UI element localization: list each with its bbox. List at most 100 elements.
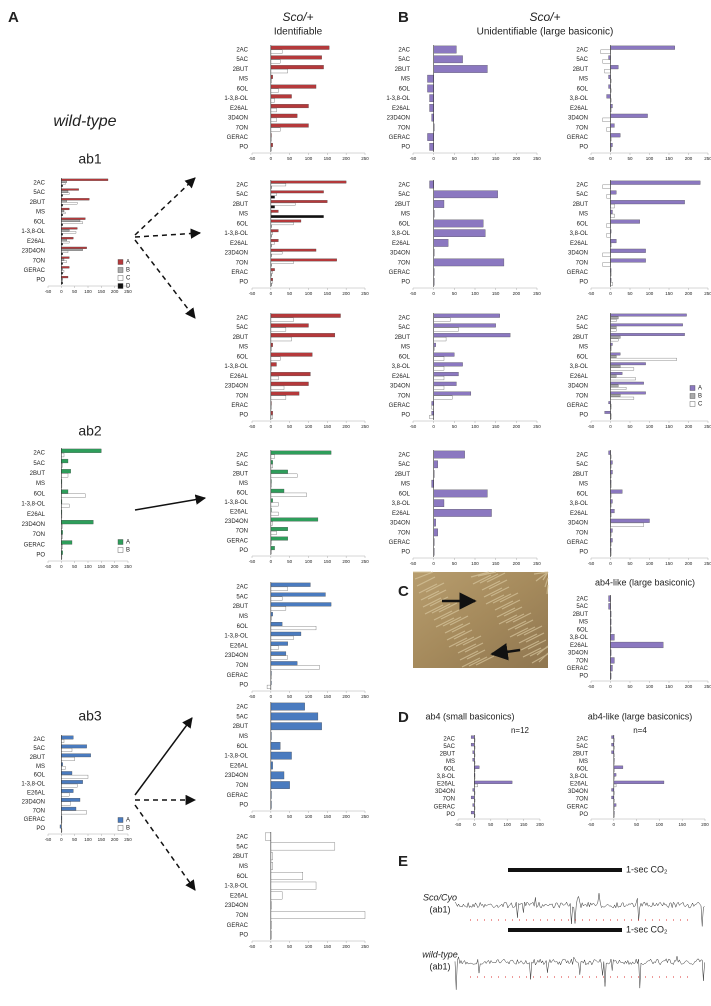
x-tick-label: 150 (324, 694, 332, 699)
bar (602, 117, 611, 122)
category-label: E26AL (570, 782, 589, 788)
category-label: 3D4ON (390, 384, 410, 390)
category-label: MS (401, 212, 410, 218)
legend-label: A (126, 540, 130, 546)
category-label: 6OL (237, 624, 249, 630)
bar (270, 469, 288, 474)
x-tick-label: -50 (410, 291, 417, 296)
bar (433, 327, 459, 332)
fiber (525, 632, 545, 643)
x-tick-label: 150 (665, 156, 673, 161)
x-tick-label: 150 (492, 424, 500, 429)
x-tick-label: 100 (84, 564, 92, 569)
bar (427, 74, 434, 83)
bar (61, 266, 70, 269)
sensillum-label: (ab1) (429, 904, 450, 914)
category-label: ERAC (231, 403, 248, 409)
x-tick-label: 0 (270, 424, 273, 429)
bar (474, 780, 513, 784)
x-tick-label: 100 (305, 944, 313, 949)
bar (433, 333, 511, 338)
bar (61, 783, 78, 788)
chart-title: ab2 (78, 423, 102, 439)
category-label: 3D4ON (390, 251, 410, 257)
bar (610, 113, 648, 118)
x-tick-label: 0 (613, 822, 616, 827)
category-label: MS (446, 759, 455, 765)
bar (610, 518, 650, 523)
bar (270, 702, 305, 711)
category-label: 6OL (237, 744, 249, 750)
bar (610, 65, 619, 70)
bar (270, 84, 317, 89)
bar (427, 84, 434, 93)
bar (270, 49, 283, 54)
bar (610, 509, 615, 514)
bar (433, 65, 488, 73)
category-label: 6OL (34, 773, 46, 779)
bar (270, 180, 347, 184)
x-tick-label: 250 (124, 289, 132, 294)
bar (270, 454, 275, 459)
category-label: 1-3,8-OL (224, 500, 248, 506)
category-label: 7ON (576, 530, 588, 536)
x-tick-label: 100 (305, 291, 313, 296)
bar (610, 522, 644, 527)
bar (602, 184, 611, 189)
legend-label: B (126, 548, 130, 554)
x-tick-label: 200 (685, 291, 693, 296)
x-tick-label: 250 (124, 837, 132, 842)
bar (270, 200, 328, 203)
x-tick-label: 100 (646, 424, 654, 429)
category-label: 2BUT (233, 471, 249, 477)
fiber (466, 649, 486, 660)
x-tick-label: 250 (704, 561, 711, 566)
fiber (546, 584, 549, 595)
category-label: E26AL (230, 106, 249, 112)
x-tick-label: 0 (609, 291, 612, 296)
category-label: 2BUT (395, 67, 411, 73)
category-label: 23D4ON (22, 249, 45, 255)
category-label: 5AC (236, 192, 248, 198)
bar (270, 251, 283, 255)
category-label: E26AL (27, 239, 46, 245)
category-label: 6OL (577, 86, 589, 92)
category-label: MS (239, 77, 248, 83)
bar (431, 405, 434, 410)
category-label: E26AL (392, 374, 411, 380)
category-label: 2BUT (233, 67, 249, 73)
x-tick-label: -50 (588, 156, 595, 161)
category-label: 7ON (33, 808, 45, 814)
category-label: PO (239, 803, 248, 809)
x-tick-label: 150 (665, 561, 673, 566)
bar (610, 394, 621, 397)
fiber (424, 604, 444, 615)
x-tick-label: -50 (249, 156, 256, 161)
x-tick-label: 150 (678, 822, 686, 827)
x-tick-label: 200 (342, 694, 350, 699)
bar (610, 326, 617, 329)
x-tick-label: 50 (287, 694, 293, 699)
bar (610, 180, 701, 185)
x-tick-label: 50 (72, 564, 78, 569)
bar (610, 657, 615, 664)
x-tick-label: 200 (342, 944, 350, 949)
category-label: PO (579, 812, 588, 818)
bar (61, 469, 71, 474)
category-label: PO (401, 550, 410, 556)
x-tick-label: 250 (361, 291, 369, 296)
bar (433, 352, 455, 357)
bar (433, 229, 486, 238)
fiber (414, 571, 434, 580)
bar (470, 735, 475, 739)
bar (433, 385, 445, 390)
bar (270, 333, 336, 338)
bar (270, 241, 275, 245)
bar (474, 765, 480, 769)
category-label: 2AC (236, 834, 248, 840)
bar (270, 712, 319, 721)
bar (61, 248, 83, 251)
fiber (468, 656, 488, 667)
category-label: 1-3,8-OL (21, 782, 45, 788)
